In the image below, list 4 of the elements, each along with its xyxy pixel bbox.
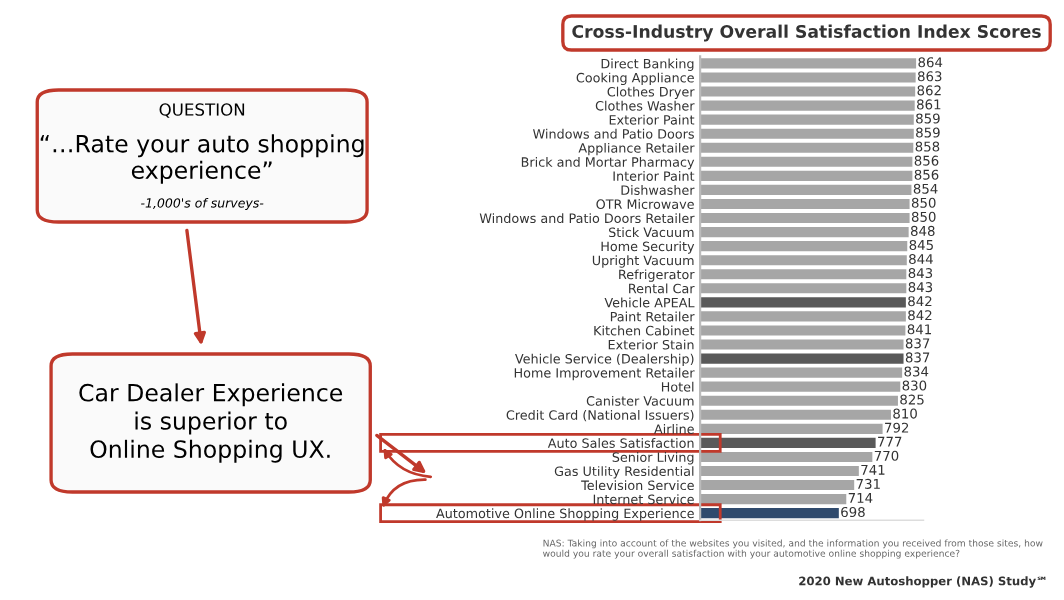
text: QUESTION (159, 103, 245, 118)
chart-title: Cross-Industry Overall Satisfaction Index Scores (572, 24, 1041, 42)
text: “…Rate your auto shopping experience” (40, 134, 364, 184)
text: Car Dealer Experience is superior to Online Shopping UX. (79, 383, 343, 463)
